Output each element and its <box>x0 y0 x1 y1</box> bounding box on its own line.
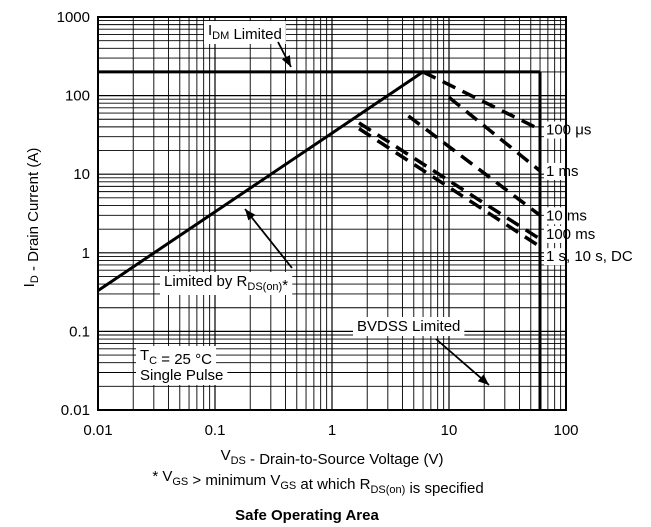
axis-labels: VDS - Drain-to-Source Voltage (V)* VGS >… <box>21 148 484 497</box>
series-label: 100 μs <box>546 122 591 139</box>
y-tick-label: 1000 <box>57 9 90 26</box>
annotation-arrow-bvdss <box>435 338 490 386</box>
x-tick-label: 0.01 <box>83 422 112 439</box>
annotation-idm-limited: IDM Limited <box>208 22 282 43</box>
series-line-8 <box>358 127 541 249</box>
annotation-arrow-idm-head <box>281 55 291 67</box>
y-tick-label: 0.01 <box>61 402 90 419</box>
y-tick-label: 0.1 <box>69 323 90 340</box>
series-line-6 <box>407 114 542 217</box>
y-axis-label: ID - Drain Current (A) <box>21 148 42 288</box>
series-line-5 <box>447 96 542 173</box>
annotation-bvdss-limited: BVDSS Limited <box>357 318 460 335</box>
tick-labels: 0.01 0.1 1 10 100 0.01 0.1 1 10 100 1000 <box>57 9 579 439</box>
x-tick-label: 1 <box>328 422 336 439</box>
series-line-4 <box>422 70 541 132</box>
chart-title: Safe Operating Area <box>235 507 379 524</box>
y-tick-label: 100 <box>65 88 90 105</box>
series-line-1 <box>97 70 424 292</box>
x-axis-label: VDS - Drain-to-Source Voltage (V) <box>221 447 444 468</box>
series-label: 1 ms <box>546 163 579 180</box>
annotation-arrow-bvdss-head <box>477 374 489 385</box>
y-tick-label: 1 <box>82 245 90 262</box>
x-tick-label: 0.1 <box>205 422 226 439</box>
footnote: * VGS > minimum VGS at which RDS(on) is … <box>152 468 483 497</box>
annotation-arrow-rds-head <box>245 209 256 221</box>
x-tick-label: 100 <box>553 422 578 439</box>
plot-frame <box>97 16 567 411</box>
series-label: 1 s, 10 s, DC <box>546 248 633 265</box>
grid <box>97 17 566 411</box>
annotation-rds-limited: Limited by RDS(on)* <box>164 273 288 294</box>
y-tick-label: 10 <box>73 166 90 183</box>
annotations: IDM Limited Limited by RDS(on)* TC = 25 °C… <box>136 21 490 386</box>
annotation-single-pulse: Single Pulse <box>140 367 223 384</box>
annotation-arrow-rds <box>244 208 293 269</box>
series-line-7 <box>358 121 541 241</box>
series-label: 100 ms <box>546 226 595 243</box>
annotation-tc: TC = 25 °C <box>140 347 212 368</box>
x-tick-label: 10 <box>441 422 458 439</box>
